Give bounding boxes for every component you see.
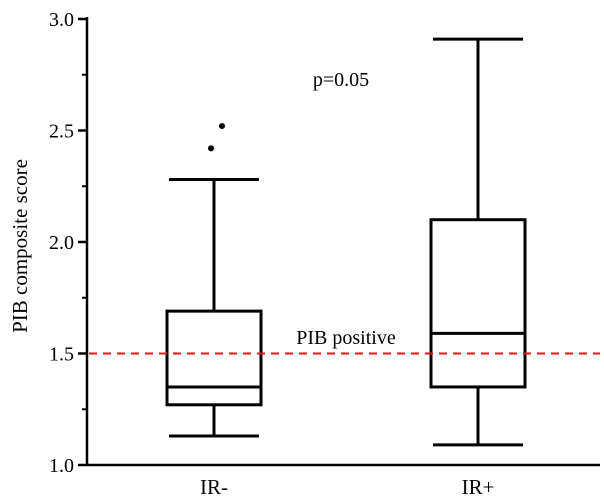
box-IR- [165,123,263,438]
x-tick-label: IR+ [462,475,495,499]
y-tick-label: 1.0 [49,455,74,477]
box-IR+ [429,37,527,447]
boxes [165,37,527,447]
x-tick-labels: IR- IR+ [200,475,494,499]
y-ticks: 1.0 1.5 2.0 2.5 3.0 [49,9,87,477]
outlier-point [219,123,225,130]
x-tick-label: IR- [200,475,228,499]
y-tick-label: 1.5 [49,344,74,366]
reference-line-label: PIB positive [296,327,396,349]
iqr-box [165,309,263,407]
y-tick-label: 2.0 [49,232,74,254]
p-value-annotation: p=0.05 [313,69,369,91]
iqr-box [429,218,527,389]
outlier-point [208,145,214,152]
y-axis-title: PIB composite score [8,159,32,333]
y-tick-label: 3.0 [49,9,74,31]
y-tick-label: 2.5 [49,121,74,143]
